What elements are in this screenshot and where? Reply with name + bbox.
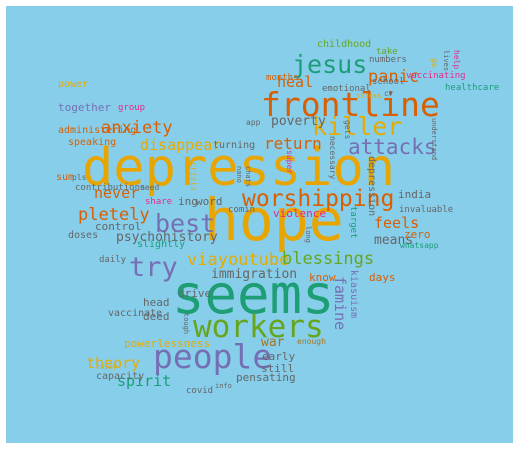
word-numbers: numbers	[369, 55, 407, 65]
word-jesus: jesus	[292, 50, 368, 79]
word-best: best	[155, 209, 216, 238]
word-depression: depression	[82, 138, 396, 198]
word-frontline: frontline	[261, 85, 440, 124]
word-powerlessness: powerlessness	[124, 337, 211, 350]
word-nano: nano	[235, 166, 243, 183]
word-sum: sum	[56, 172, 75, 183]
word-cloud: depression hope seems frontline people w…	[6, 6, 513, 443]
word-enough: enough	[297, 337, 326, 346]
word-deed: deed	[143, 310, 170, 323]
word-tough: tough	[182, 313, 190, 335]
word-capacity: capacity	[96, 371, 145, 382]
word-return: return	[264, 134, 322, 153]
word-share: share	[145, 197, 173, 207]
word-immigration: immigration	[211, 267, 298, 282]
word-control: control	[95, 220, 142, 233]
word-depression-small: depression	[366, 156, 377, 217]
word-super: super	[285, 150, 294, 175]
word-group: group	[118, 103, 146, 113]
word-disappear: disappear	[140, 136, 222, 154]
word-attacks: attacks	[348, 135, 437, 159]
word-covid: covid	[186, 386, 214, 396]
word-vaccinate: vaccinate	[108, 308, 163, 319]
word-necessary: necessary	[328, 136, 337, 180]
word-heal: heal	[277, 73, 314, 91]
word-head: head	[143, 296, 170, 309]
word-pletely: pletely	[78, 205, 150, 225]
word-violence: violence	[273, 207, 326, 220]
word-speaking: speaking	[68, 137, 117, 148]
word-childhood: childhood	[317, 39, 372, 50]
word-try: try	[129, 252, 178, 283]
word-target: target	[348, 206, 358, 239]
word-daily: daily	[99, 255, 127, 265]
word-lives: lives	[442, 50, 450, 72]
word-zero: zero	[404, 228, 431, 241]
word-pensating: pensating	[236, 371, 296, 384]
word-understand: understand	[430, 118, 438, 161]
word-never: never	[94, 184, 140, 202]
word-need: need	[140, 183, 160, 192]
word-power: power	[58, 79, 89, 90]
word-vaccinating: vaccinating	[406, 71, 466, 81]
word-contributions: contributions	[75, 183, 146, 193]
word-emotional: emotional	[322, 84, 371, 94]
word-still: still	[261, 362, 295, 375]
word-means: means	[374, 233, 414, 248]
word-gets: gets	[343, 120, 352, 140]
word-seems: seems	[172, 263, 335, 326]
word-crisis: crisis	[189, 162, 198, 191]
word-word: word	[196, 195, 223, 208]
word-killer: killer	[312, 112, 403, 141]
word-help: help	[452, 50, 461, 70]
word-happy: happy	[96, 363, 118, 371]
word-early: early	[262, 350, 296, 363]
word-pls: pls	[72, 173, 87, 182]
word-go: go	[430, 58, 439, 68]
word-war: war	[261, 335, 285, 350]
word-ing: ing	[178, 195, 198, 208]
word-drive: drive	[178, 287, 212, 300]
word-slightly: slightly	[137, 239, 186, 250]
word-days: days	[369, 271, 396, 284]
word-months: months	[266, 73, 299, 83]
word-workers: workers	[193, 309, 324, 345]
word-india: india	[398, 188, 432, 201]
word-doses: doses	[68, 230, 99, 241]
word-spirit: spirit	[117, 372, 172, 390]
word-whatsapp: whatsapp	[400, 241, 439, 250]
word-together: together	[58, 101, 111, 114]
word-feels: feels	[374, 214, 420, 232]
word-panic: panic	[368, 67, 420, 87]
word-cr: cr	[384, 89, 394, 98]
word-psychohistory: psychohistory	[116, 230, 218, 245]
word-chats: chats	[244, 166, 252, 188]
word-school: school	[372, 77, 405, 87]
word-know: know	[309, 271, 336, 284]
word-kiasuism: kiasuism	[348, 270, 359, 319]
word-hope: hope	[204, 186, 344, 254]
word-info: info	[215, 382, 232, 390]
word-people: people	[153, 337, 273, 376]
word-stress: stress	[356, 92, 382, 100]
word-administering: administering	[58, 125, 137, 136]
word-poverty: poverty	[271, 114, 326, 129]
word-anxiety: anxiety	[101, 118, 173, 138]
word-invaluable: invaluable	[399, 205, 454, 215]
word-healthcare: healthcare	[445, 83, 500, 93]
word-comin: comin	[228, 205, 256, 215]
word-worshipping: worshipping	[242, 186, 395, 212]
word-app: app	[246, 118, 261, 127]
word-viayoutube: viayoutube	[187, 250, 290, 270]
word-take: take	[376, 47, 398, 57]
word-famine: famine	[331, 276, 349, 331]
word-theory: theory	[86, 354, 141, 372]
word-blessings: blessings	[282, 249, 375, 269]
word-turning: turning	[213, 140, 256, 151]
word-long: long	[304, 226, 312, 243]
